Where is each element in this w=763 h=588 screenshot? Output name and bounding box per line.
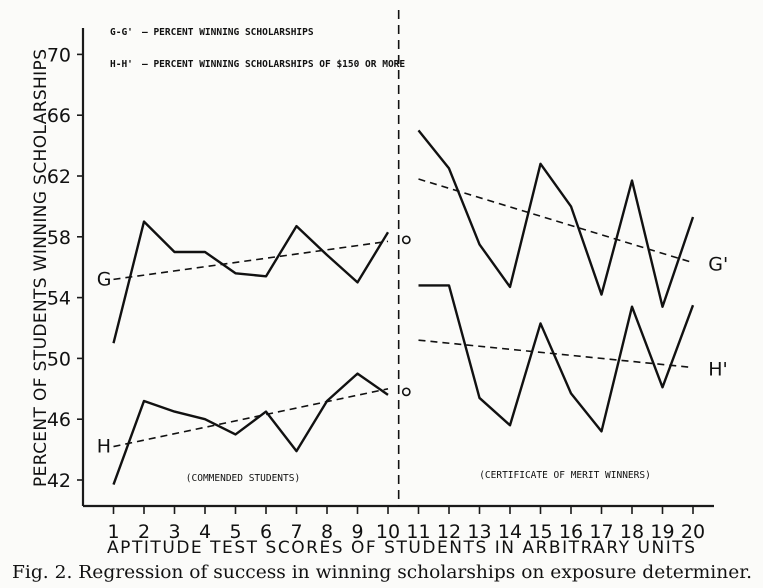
x-ticks: 1 2 3 4 5 6 7 8 9 10 11 12 13 14 15 16 17 18 19 20 — [107, 506, 705, 543]
series-label-g: G — [97, 268, 112, 290]
x-tick-label: 7 — [290, 521, 302, 543]
x-tick-label: 2 — [138, 521, 150, 543]
legend-text-h: — PERCENT WINNING SCHOLARSHIPS OF $150 O… — [142, 59, 405, 70]
x-tick-label: 12 — [437, 521, 461, 543]
x-tick-label: 16 — [559, 521, 583, 543]
regression-lines — [113, 178, 694, 448]
y-tick-label: 66 — [47, 105, 71, 127]
annotation-merit: (CERTIFICATE OF MERIT WINNERS) — [479, 470, 651, 481]
y-ticks: 42 46 50 54 58 62 66 70 — [47, 44, 83, 492]
y-tick-label: 50 — [47, 348, 71, 370]
series-line-g-prime — [417, 129, 695, 308]
marker-circle — [401, 387, 411, 397]
y-axis-title: PERCENT OF STUDENTS WINNING SCHOLARSHIPS — [31, 47, 51, 487]
series-line-g — [112, 220, 390, 344]
y-tick-label: 62 — [47, 166, 71, 188]
series-line-h — [112, 372, 389, 485]
y-tick-label: 70 — [47, 44, 71, 66]
annotation-commended: (COMMENDED STUDENTS) — [186, 473, 300, 484]
regression-line-h — [113, 388, 389, 448]
figure-caption: Fig. 2. Regression of success in winning… — [12, 563, 752, 583]
x-tick-label: 8 — [321, 521, 333, 543]
x-tick-label: 17 — [589, 521, 613, 543]
y-tick-label: 46 — [47, 409, 71, 431]
series-label-g-prime: G' — [708, 254, 728, 276]
x-tick-label: 3 — [168, 521, 180, 543]
x-tick-label: 13 — [467, 521, 491, 543]
legend: G-G' — PERCENT WINNING SCHOLARSHIPS H-H'… — [110, 27, 405, 70]
y-tick-label: 54 — [47, 288, 71, 310]
x-tick-label: 4 — [199, 521, 211, 543]
x-tick-label: 18 — [620, 521, 644, 543]
x-tick-label: 10 — [376, 521, 400, 543]
legend-key-g: G-G' — [110, 27, 133, 38]
series-label-h: H — [97, 436, 111, 458]
legend-key-h: H-H' — [110, 59, 133, 70]
regression-line-g — [113, 240, 389, 281]
x-tick-label: 15 — [528, 521, 552, 543]
markers — [401, 235, 411, 397]
x-tick-label: 9 — [351, 521, 363, 543]
x-tick-label: 19 — [650, 521, 674, 543]
x-tick-label: 11 — [406, 521, 430, 543]
legend-text-g: — PERCENT WINNING SCHOLARSHIPS — [142, 27, 314, 38]
x-tick-label: 14 — [498, 521, 522, 543]
x-tick-label: 6 — [260, 521, 272, 543]
marker-circle — [401, 235, 411, 245]
series-label-h-prime: H' — [708, 359, 728, 381]
y-tick-label: 42 — [47, 470, 71, 492]
regression-line-g-prime — [418, 178, 694, 264]
x-axis-title: APTITUDE TEST SCORES OF STUDENTS IN ARBI… — [107, 538, 697, 558]
y-tick-label: 58 — [47, 227, 71, 249]
x-tick-label: 5 — [229, 521, 241, 543]
data-series: G G' H H' — [97, 129, 728, 485]
x-tick-label: 20 — [681, 521, 705, 543]
regression-line-h-prime — [418, 339, 694, 369]
series-line-h-prime — [418, 284, 695, 433]
x-tick-label: 1 — [107, 521, 119, 543]
